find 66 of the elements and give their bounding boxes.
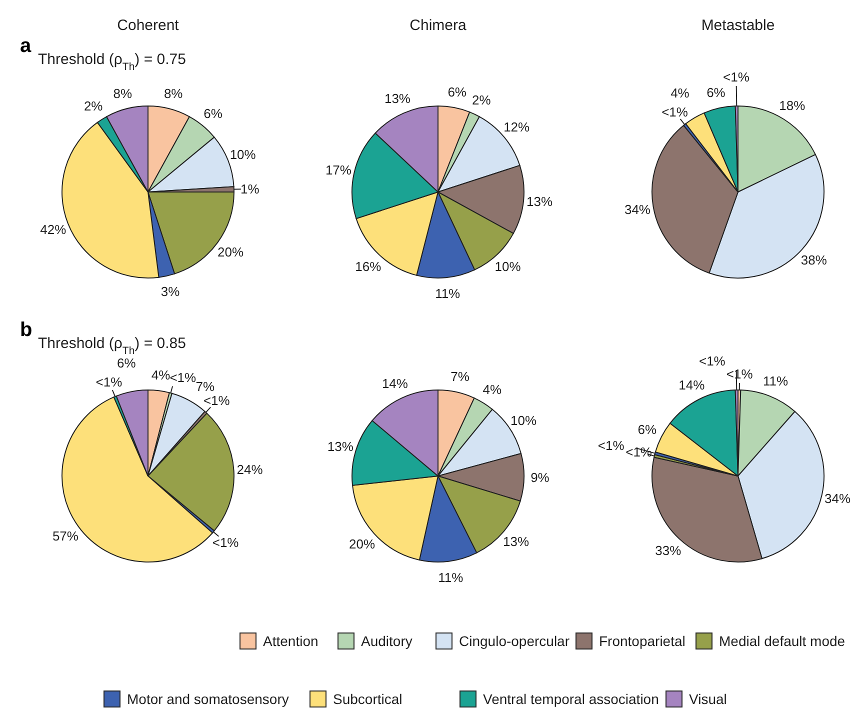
chart-subtitle: Threshold (ρ$_{Th}$) = 0.75: [38, 51, 186, 73]
chart-title: Metastable: [701, 17, 775, 34]
data-label: 13%: [526, 194, 553, 210]
data-label: 10%: [510, 413, 538, 428]
data-label: 6%: [117, 356, 136, 371]
legend-label: Auditory: [361, 633, 412, 649]
data-label: 34%: [824, 490, 851, 506]
data-label: 34%: [624, 202, 651, 217]
chart-title: Chimera: [410, 17, 467, 34]
data-label: <1%: [170, 370, 197, 386]
data-label: 1%: [240, 181, 260, 196]
data-label: 4%: [151, 367, 171, 382]
text: a: [20, 35, 32, 57]
data-label: <1%: [212, 534, 240, 550]
data-label: <1%: [96, 374, 123, 390]
legend-label: Visual: [689, 691, 727, 707]
data-label: 14%: [382, 376, 408, 392]
data-label: 20%: [218, 244, 244, 260]
data-label: 10%: [230, 147, 256, 162]
legend-label: Ventral temporal association: [483, 691, 659, 707]
data-label: <1%: [203, 393, 230, 408]
legend-label: Attention: [263, 633, 318, 649]
data-label: 14%: [678, 378, 706, 393]
text: b: [20, 319, 32, 341]
data-label: <1%: [699, 354, 726, 369]
data-label: 17%: [325, 162, 352, 178]
data-label: <1%: [723, 70, 750, 85]
data-label: 8%: [164, 86, 184, 101]
data-label: 20%: [349, 536, 376, 552]
chart-subtitle: Threshold (ρ$_{Th}$) = 0.85: [38, 335, 186, 357]
data-label: 2%: [472, 92, 492, 108]
data-label: 13%: [503, 534, 530, 550]
data-label: 8%: [113, 86, 132, 101]
data-label: 11%: [435, 286, 461, 302]
data-label: 2%: [84, 98, 104, 114]
data-label: 4%: [670, 85, 690, 100]
data-label: 7%: [450, 368, 470, 384]
data-label: 9%: [530, 470, 550, 486]
data-label: 57%: [52, 528, 79, 544]
data-label: 6%: [706, 84, 726, 100]
data-label: 10%: [494, 258, 522, 274]
data-label: 33%: [655, 542, 682, 558]
data-label: <1%: [598, 438, 625, 454]
data-label: 24%: [236, 462, 264, 478]
data-label: 6%: [448, 84, 467, 100]
data-label: <1%: [662, 104, 688, 120]
data-label: 42%: [40, 222, 67, 238]
data-label: 16%: [355, 258, 382, 274]
data-label: 11%: [763, 374, 789, 389]
data-label: 11%: [438, 570, 464, 585]
data-label: 13%: [327, 438, 354, 454]
data-label: 3%: [160, 284, 180, 300]
data-label: 13%: [384, 90, 411, 106]
legend-label: Subcortical: [333, 691, 402, 707]
legend-label: Frontoparietal: [599, 633, 686, 649]
legend-label: Cingulo-opercular: [459, 633, 570, 649]
chart-title: Coherent: [117, 17, 180, 34]
data-label: 4%: [482, 382, 502, 398]
legend-label: Medial default mode: [719, 633, 846, 649]
data-label: 7%: [196, 379, 215, 394]
data-label: 6%: [204, 106, 223, 121]
data-label: 38%: [800, 252, 828, 268]
data-label: 6%: [638, 422, 657, 438]
legend-label: Motor and somatosensory: [127, 691, 289, 707]
data-label: 12%: [504, 120, 530, 135]
data-label: 18%: [779, 98, 806, 114]
